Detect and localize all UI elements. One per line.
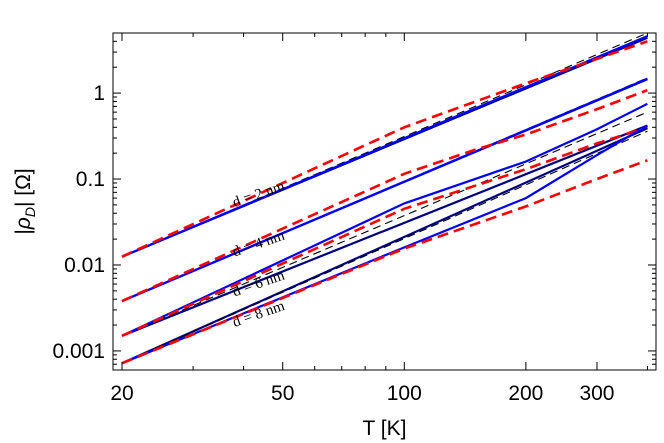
y-axis-label: |ρD| [Ω] (12, 168, 38, 234)
x-tick-label: 300 (579, 382, 614, 405)
series-line-11 (121, 102, 648, 337)
plot-frame (112, 32, 657, 371)
y-tick-label: 0.01 (64, 254, 105, 277)
series-line-16 (121, 159, 648, 365)
y-tick-label: 1 (93, 82, 105, 105)
series-line-3 (121, 35, 648, 258)
line-annotation: d = 4 nm (231, 228, 287, 261)
x-tick-label: 50 (271, 382, 294, 405)
plot-lines (121, 33, 648, 365)
series-line-8 (121, 88, 648, 303)
x-tick-label: 200 (508, 382, 543, 405)
annotations: d = 2 nmd = 4 nmd = 6 nmd = 8 nm (231, 178, 287, 331)
series-line-9 (121, 124, 648, 337)
tick-labels: 20 50 100 200 300 0.001 0.01 0.1 1 (52, 82, 614, 405)
series-line-12 (121, 126, 648, 337)
axis-ticks (113, 32, 656, 371)
x-tick-label: 20 (110, 382, 133, 405)
series-line-4 (121, 40, 648, 258)
line-annotation: d = 2 nm (231, 178, 287, 211)
series-line-15 (121, 124, 648, 365)
x-axis-label: T [K] (363, 417, 407, 440)
series-line-14 (121, 130, 648, 364)
series-line-10 (121, 111, 648, 337)
series-line-13 (121, 127, 648, 365)
series-line-7 (121, 77, 648, 303)
x-tick-label: 100 (387, 382, 422, 405)
y-tick-label: 0.1 (76, 168, 105, 191)
y-tick-label: 0.001 (52, 340, 105, 363)
